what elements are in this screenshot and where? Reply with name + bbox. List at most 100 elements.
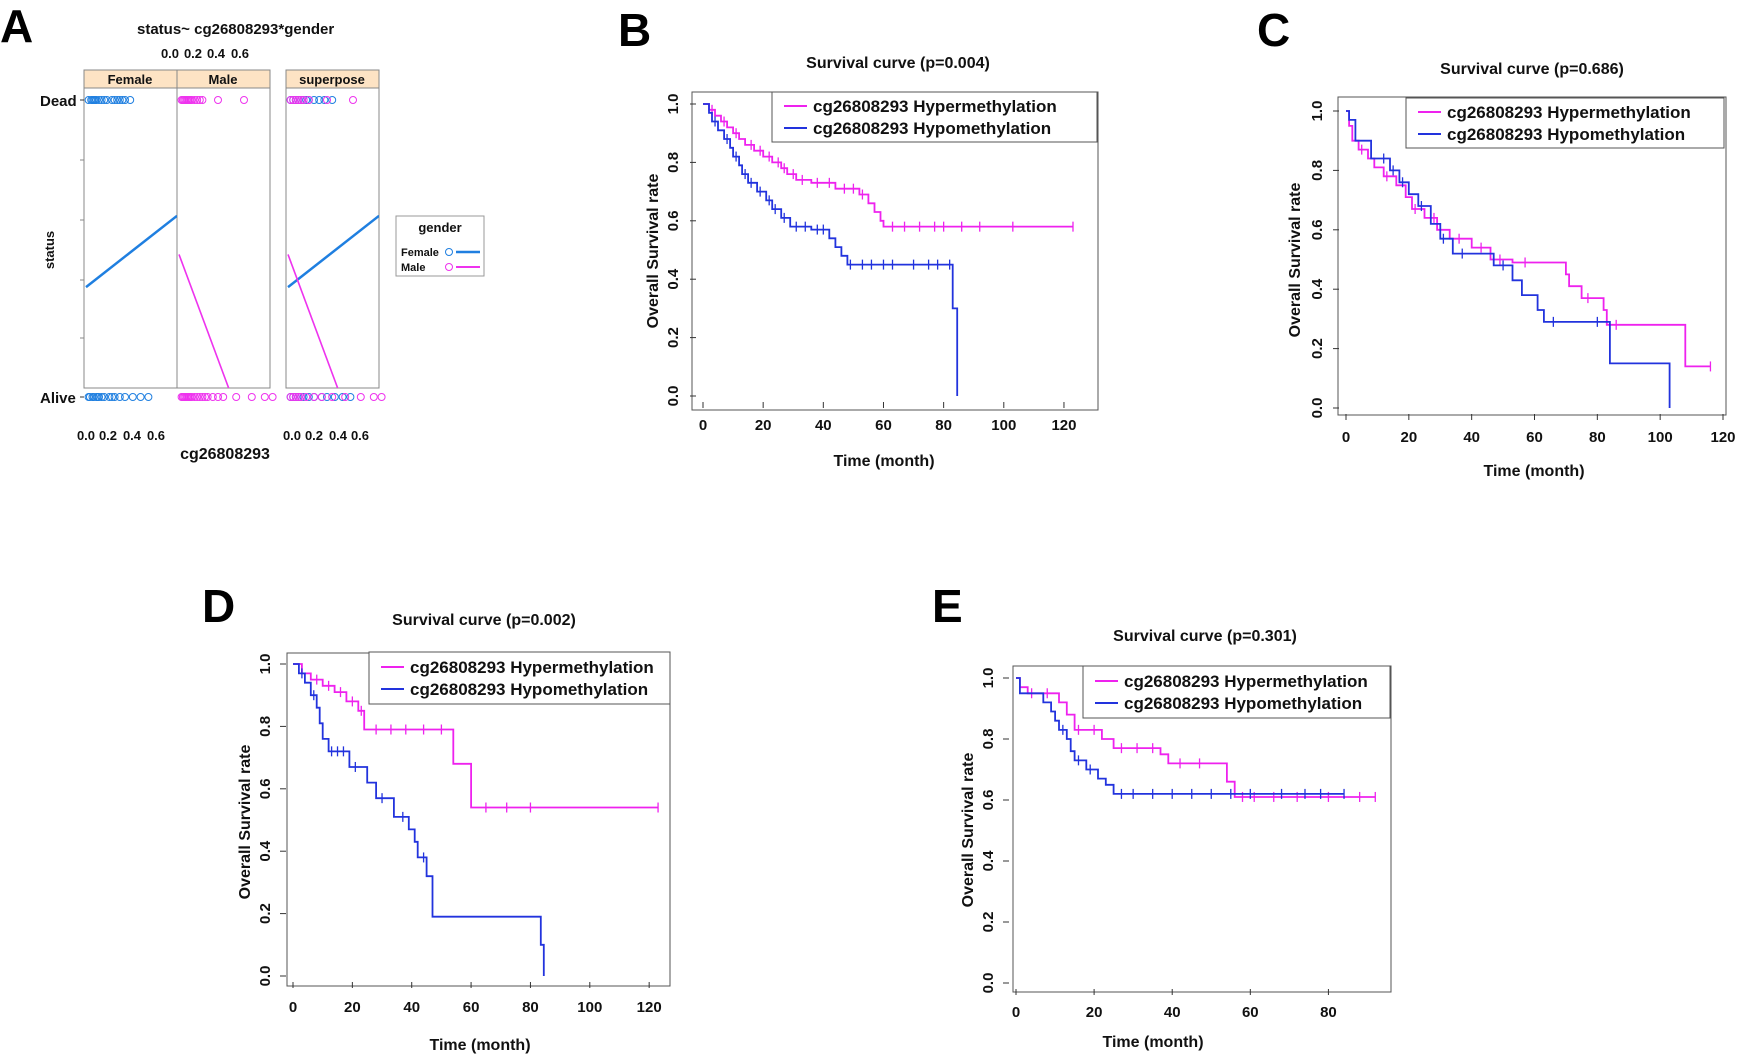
y-tick-label: 0.6 [665,210,682,231]
point-alive-male [214,393,222,401]
y-tick-label: 0.8 [257,716,274,737]
point-alive-male [377,393,386,401]
legend-label-hypo: cg26808293 Hypomethylation [410,680,648,699]
legend-label-female: Female [401,247,439,259]
y-tick-label: 0.0 [665,386,682,407]
point-alive-male [195,393,204,401]
point-alive-male [297,393,305,401]
chart-title: Survival curve (p=0.004) [806,55,990,72]
point-alive-female [108,393,116,401]
y-axis-label: Overall Survival rate [645,174,662,329]
point-alive-male [219,393,228,401]
y-axis-label: Overall Survival rate [960,753,977,908]
point-dead-female [102,96,111,104]
panel-label-c: C [1257,4,1290,56]
point-alive-female [338,393,347,401]
point-dead-male [195,96,204,104]
x-tick-label: 80 [935,417,952,434]
bottom-tick: 0.6 [351,428,369,443]
point-dead-male [193,96,202,104]
strip-label-female: Female [108,72,153,87]
panel-a-ylabel: status [42,231,57,269]
point-dead-male [190,96,199,104]
y-tick-label: 0.4 [1309,278,1326,300]
chart-title: Survival curve (p=0.686) [1440,61,1624,78]
point-dead-female [92,96,101,104]
point-alive-male [203,393,212,401]
legend: cg26808293 Hypermethylation cg26808293 H… [368,651,671,705]
point-alive-female [100,393,109,401]
point-alive-male [208,393,217,401]
bottom-tick: 0.0 [77,428,95,443]
point-alive-male [286,393,295,401]
axis-ticks: 0 20 40 60 80 0.0 0.2 0.4 0.6 0.8 1.0 [980,668,1337,1021]
axis-ticks: 0 20 40 60 80 100 120 0.0 0.2 0.4 0.6 0.8 1.0 [1309,101,1736,446]
x-tick-label: 20 [1400,429,1417,446]
strip-male [176,69,271,89]
x-tick-label: 0 [699,417,707,434]
fit-line-female [85,214,177,289]
panel-a-top-ticks: 0.0 0.2 0.4 0.6 [161,46,249,61]
point-dead-female [121,96,129,104]
legend-box [1082,665,1391,719]
legend-label-hypo: cg26808293 Hypomethylation [1124,694,1362,713]
x-tick-label: 20 [344,999,361,1016]
point-dead-female [108,96,116,104]
point-alive-male [289,393,298,401]
x-axis-label: Time (month) [1483,463,1584,480]
panel-label-a: A [0,0,33,52]
legend-label-male: Male [401,262,425,274]
point-alive-male [232,393,241,401]
x-tick-label: 40 [815,417,832,434]
bottom-tick: 0.4 [123,428,142,443]
y-axis-label: Overall Survival rate [1287,183,1304,338]
x-tick-label: 80 [1320,1004,1337,1021]
x-tick-label: 20 [755,417,772,434]
chart-title: Survival curve (p=0.002) [392,612,576,629]
point-dead-female [328,96,337,104]
point-alive-female [115,393,124,401]
panel-c: C Survival curve (p=0.686) Overall Survi… [1257,4,1736,480]
y-level-alive: Alive [40,390,76,407]
point-alive-female [105,393,114,401]
plot-frame [1337,96,1727,416]
point-alive-male [190,393,199,401]
chart-title: Survival curve (p=0.301) [1113,628,1297,645]
point-alive-female [299,393,308,401]
y-tick-label: 1.0 [980,668,997,689]
point-alive-female [323,393,331,401]
point-dead-female [113,96,122,104]
legend-box [1405,97,1725,149]
x-tick-label: 40 [1463,429,1480,446]
point-alive-female [144,393,153,401]
point-dead-female [310,96,318,104]
panel-d: D Survival curve (p=0.002) Overall Survi… [202,580,671,1054]
panel-a-marks [84,96,386,401]
point-dead-female [302,96,311,104]
x-tick-label: 40 [403,999,420,1016]
legend-label-hyper: cg26808293 Hypermethylation [1124,672,1368,691]
survival-line-hyper [703,103,1073,228]
x-tick-label: 40 [1164,1004,1181,1021]
y-tick-label: 0.6 [980,790,997,811]
point-dead-male [299,96,308,104]
x-tick-label: 120 [1710,429,1735,446]
y-level-dead: Dead [40,93,77,110]
point-alive-male [341,393,350,401]
x-tick-label: 100 [1648,429,1673,446]
panel-label-e: E [932,580,963,632]
point-alive-female [95,393,103,401]
point-alive-male [369,393,378,401]
survival-curves [1016,677,1376,802]
point-dead-female [110,96,119,104]
x-tick-label: 60 [1526,429,1543,446]
x-tick-label: 0 [289,999,297,1016]
y-tick-label: 0.8 [980,729,997,750]
point-alive-female [89,393,98,401]
panel-label-b: B [618,4,651,56]
legend-box [368,651,671,705]
bottom-tick: 0.2 [99,428,117,443]
y-tick-label: 1.0 [665,94,682,115]
x-tick-label: 80 [1589,429,1606,446]
